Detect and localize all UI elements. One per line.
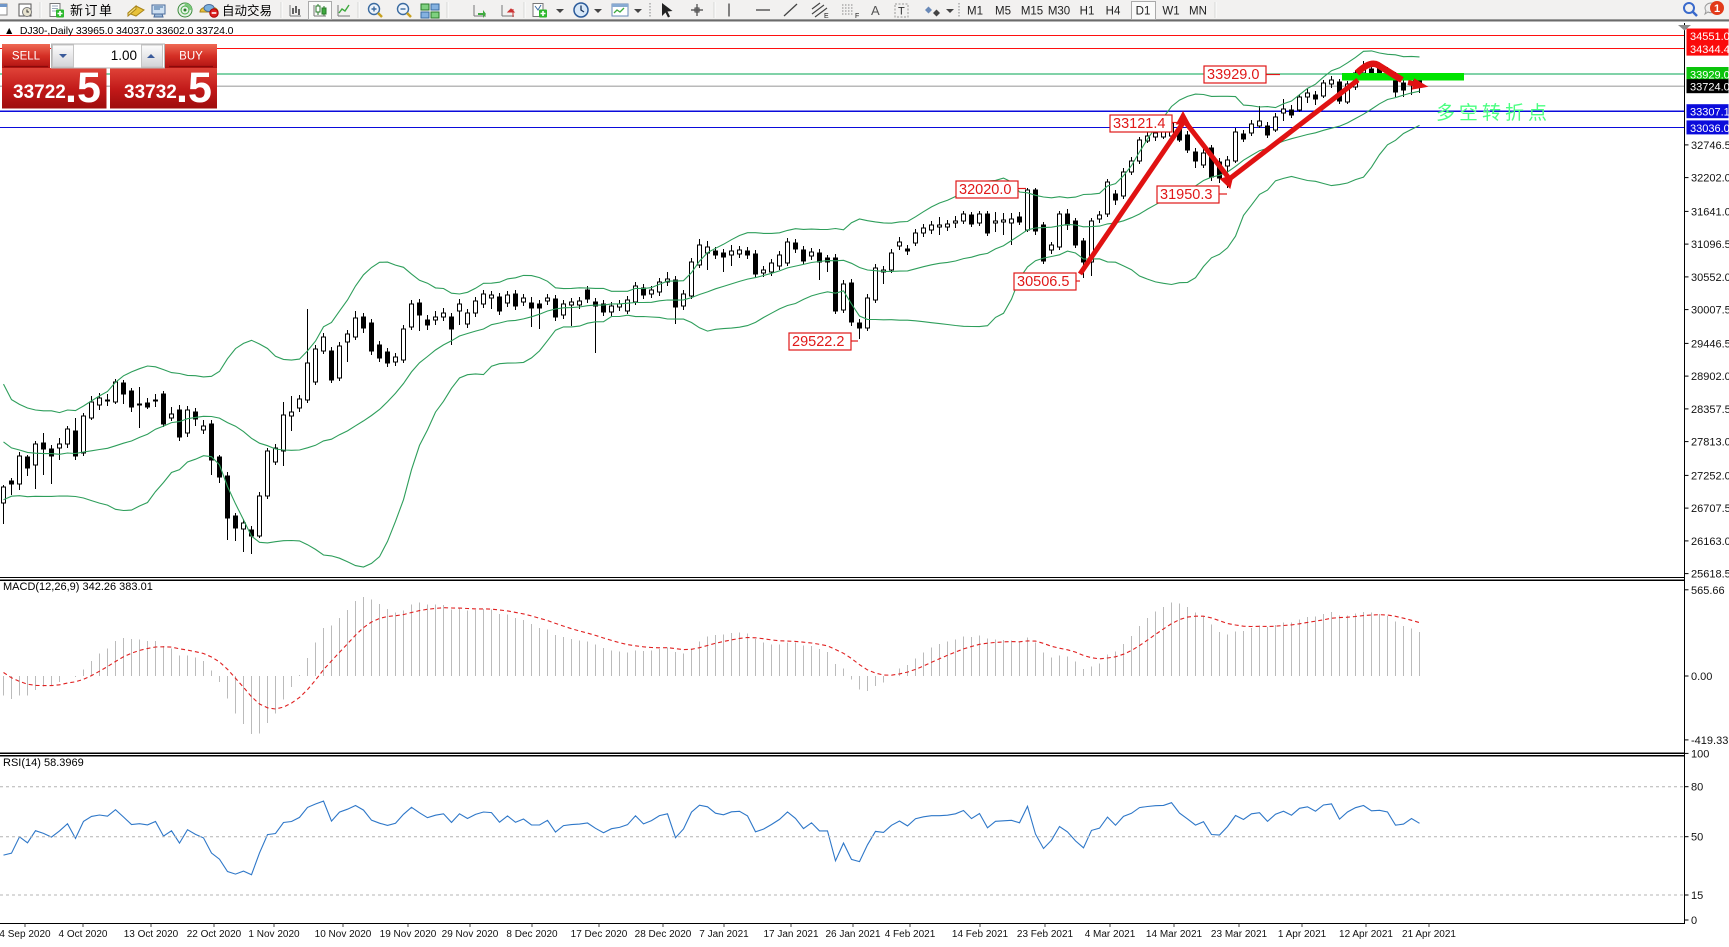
svg-text:26707.5: 26707.5	[1691, 503, 1729, 515]
svg-text:32202.0: 32202.0	[1691, 173, 1729, 185]
svg-text:33307.1: 33307.1	[1690, 107, 1729, 119]
svg-text:23 Feb 2021: 23 Feb 2021	[1017, 929, 1074, 940]
svg-text:34551.0: 34551.0	[1690, 31, 1729, 43]
svg-text:自动交易: 自动交易	[222, 3, 272, 18]
svg-text:M15: M15	[1021, 6, 1043, 18]
svg-text:29522.2: 29522.2	[792, 334, 844, 350]
svg-text:19 Nov 2020: 19 Nov 2020	[380, 929, 437, 940]
svg-text:33121.4: 33121.4	[1113, 116, 1165, 132]
svg-text:31950.3: 31950.3	[1160, 187, 1212, 203]
svg-text:15: 15	[1691, 890, 1703, 902]
svg-text:M30: M30	[1048, 6, 1070, 18]
svg-text:17 Jan 2021: 17 Jan 2021	[763, 929, 818, 940]
svg-text:27813.0: 27813.0	[1691, 437, 1729, 449]
svg-text:33724.0: 33724.0	[1690, 82, 1729, 94]
svg-text:新订单: 新订单	[70, 3, 114, 18]
svg-text:28 Dec 2020: 28 Dec 2020	[635, 929, 692, 940]
svg-text:28902.0: 28902.0	[1691, 371, 1729, 383]
svg-text:M5: M5	[995, 6, 1011, 18]
svg-text:80: 80	[1691, 782, 1703, 794]
svg-text:1.00: 1.00	[111, 48, 137, 63]
svg-text:31641.0: 31641.0	[1691, 206, 1729, 218]
svg-text:4 Oct 2020: 4 Oct 2020	[59, 929, 108, 940]
svg-text:28357.5: 28357.5	[1691, 404, 1729, 416]
svg-text:.5: .5	[65, 64, 101, 112]
svg-text:27252.0: 27252.0	[1691, 470, 1729, 482]
svg-text:17 Dec 2020: 17 Dec 2020	[571, 929, 628, 940]
svg-text:22 Oct 2020: 22 Oct 2020	[187, 929, 242, 940]
svg-text:T: T	[898, 6, 905, 18]
svg-text:SELL: SELL	[12, 51, 41, 63]
svg-text:33722: 33722	[13, 82, 66, 103]
svg-text:13 Oct 2020: 13 Oct 2020	[124, 929, 179, 940]
svg-text:23 Mar 2021: 23 Mar 2021	[1211, 929, 1268, 940]
svg-text:BUY: BUY	[179, 51, 203, 63]
svg-text:W1: W1	[1162, 6, 1179, 18]
svg-text:33929.0: 33929.0	[1207, 67, 1259, 83]
svg-text:A: A	[871, 3, 880, 18]
svg-text:31096.5: 31096.5	[1691, 239, 1729, 251]
svg-text:26 Jan 2021: 26 Jan 2021	[825, 929, 880, 940]
svg-text:30552.0: 30552.0	[1691, 272, 1729, 284]
svg-text:E: E	[824, 13, 829, 20]
svg-text:565.66: 565.66	[1691, 585, 1725, 597]
svg-text:1: 1	[1714, 3, 1720, 15]
svg-text:H4: H4	[1106, 6, 1121, 18]
svg-text:H1: H1	[1080, 6, 1095, 18]
svg-text:1 Apr 2021: 1 Apr 2021	[1278, 929, 1327, 940]
svg-text:32746.5: 32746.5	[1691, 140, 1729, 152]
svg-text:21 Apr 2021: 21 Apr 2021	[1402, 929, 1456, 940]
svg-text:MACD(12,26,9) 342.26 383.01: MACD(12,26,9) 342.26 383.01	[3, 581, 153, 593]
svg-text:0: 0	[1691, 915, 1697, 927]
svg-text:-419.33: -419.33	[1691, 735, 1728, 747]
svg-text:26163.0: 26163.0	[1691, 536, 1729, 548]
svg-text:多空转折点: 多空转折点	[1436, 102, 1551, 124]
svg-text:▲ DJ30-,Daily 33965.0 34037.: ▲ DJ30-,Daily 33965.0 34037.0 33602.0 33…	[4, 25, 234, 37]
svg-text:RSI(14) 58.3969: RSI(14) 58.3969	[3, 757, 84, 769]
svg-text:30007.5: 30007.5	[1691, 305, 1729, 317]
svg-text:0.00: 0.00	[1691, 671, 1712, 683]
svg-text:12 Apr 2021: 12 Apr 2021	[1339, 929, 1393, 940]
svg-text:D1: D1	[1136, 6, 1151, 18]
svg-text:29 Nov 2020: 29 Nov 2020	[442, 929, 499, 940]
svg-text:32020.0: 32020.0	[959, 182, 1011, 198]
svg-text:14 Mar 2021: 14 Mar 2021	[1146, 929, 1203, 940]
svg-text:50: 50	[1691, 832, 1703, 844]
svg-text:F: F	[855, 13, 859, 20]
svg-text:MN: MN	[1189, 6, 1207, 18]
svg-text:33036.0: 33036.0	[1690, 123, 1729, 135]
svg-text:25618.5: 25618.5	[1691, 569, 1729, 581]
svg-text:8 Dec 2020: 8 Dec 2020	[506, 929, 558, 940]
svg-text:34344.4: 34344.4	[1690, 44, 1729, 56]
svg-text:M1: M1	[967, 6, 983, 18]
svg-text:100: 100	[1691, 748, 1709, 760]
svg-text:33929.0: 33929.0	[1690, 70, 1729, 82]
svg-text:.5: .5	[176, 64, 212, 112]
svg-text:1 Nov 2020: 1 Nov 2020	[248, 929, 300, 940]
svg-text:33732: 33732	[124, 82, 177, 103]
svg-text:4 Feb 2021: 4 Feb 2021	[885, 929, 936, 940]
svg-text:10 Nov 2020: 10 Nov 2020	[315, 929, 372, 940]
svg-text:4 Sep 2020: 4 Sep 2020	[0, 929, 51, 940]
svg-text:30506.5: 30506.5	[1017, 274, 1069, 290]
svg-text:14 Feb 2021: 14 Feb 2021	[952, 929, 1009, 940]
svg-text:29446.5: 29446.5	[1691, 338, 1729, 350]
svg-text:4 Mar 2021: 4 Mar 2021	[1085, 929, 1136, 940]
svg-text:7 Jan 2021: 7 Jan 2021	[699, 929, 749, 940]
